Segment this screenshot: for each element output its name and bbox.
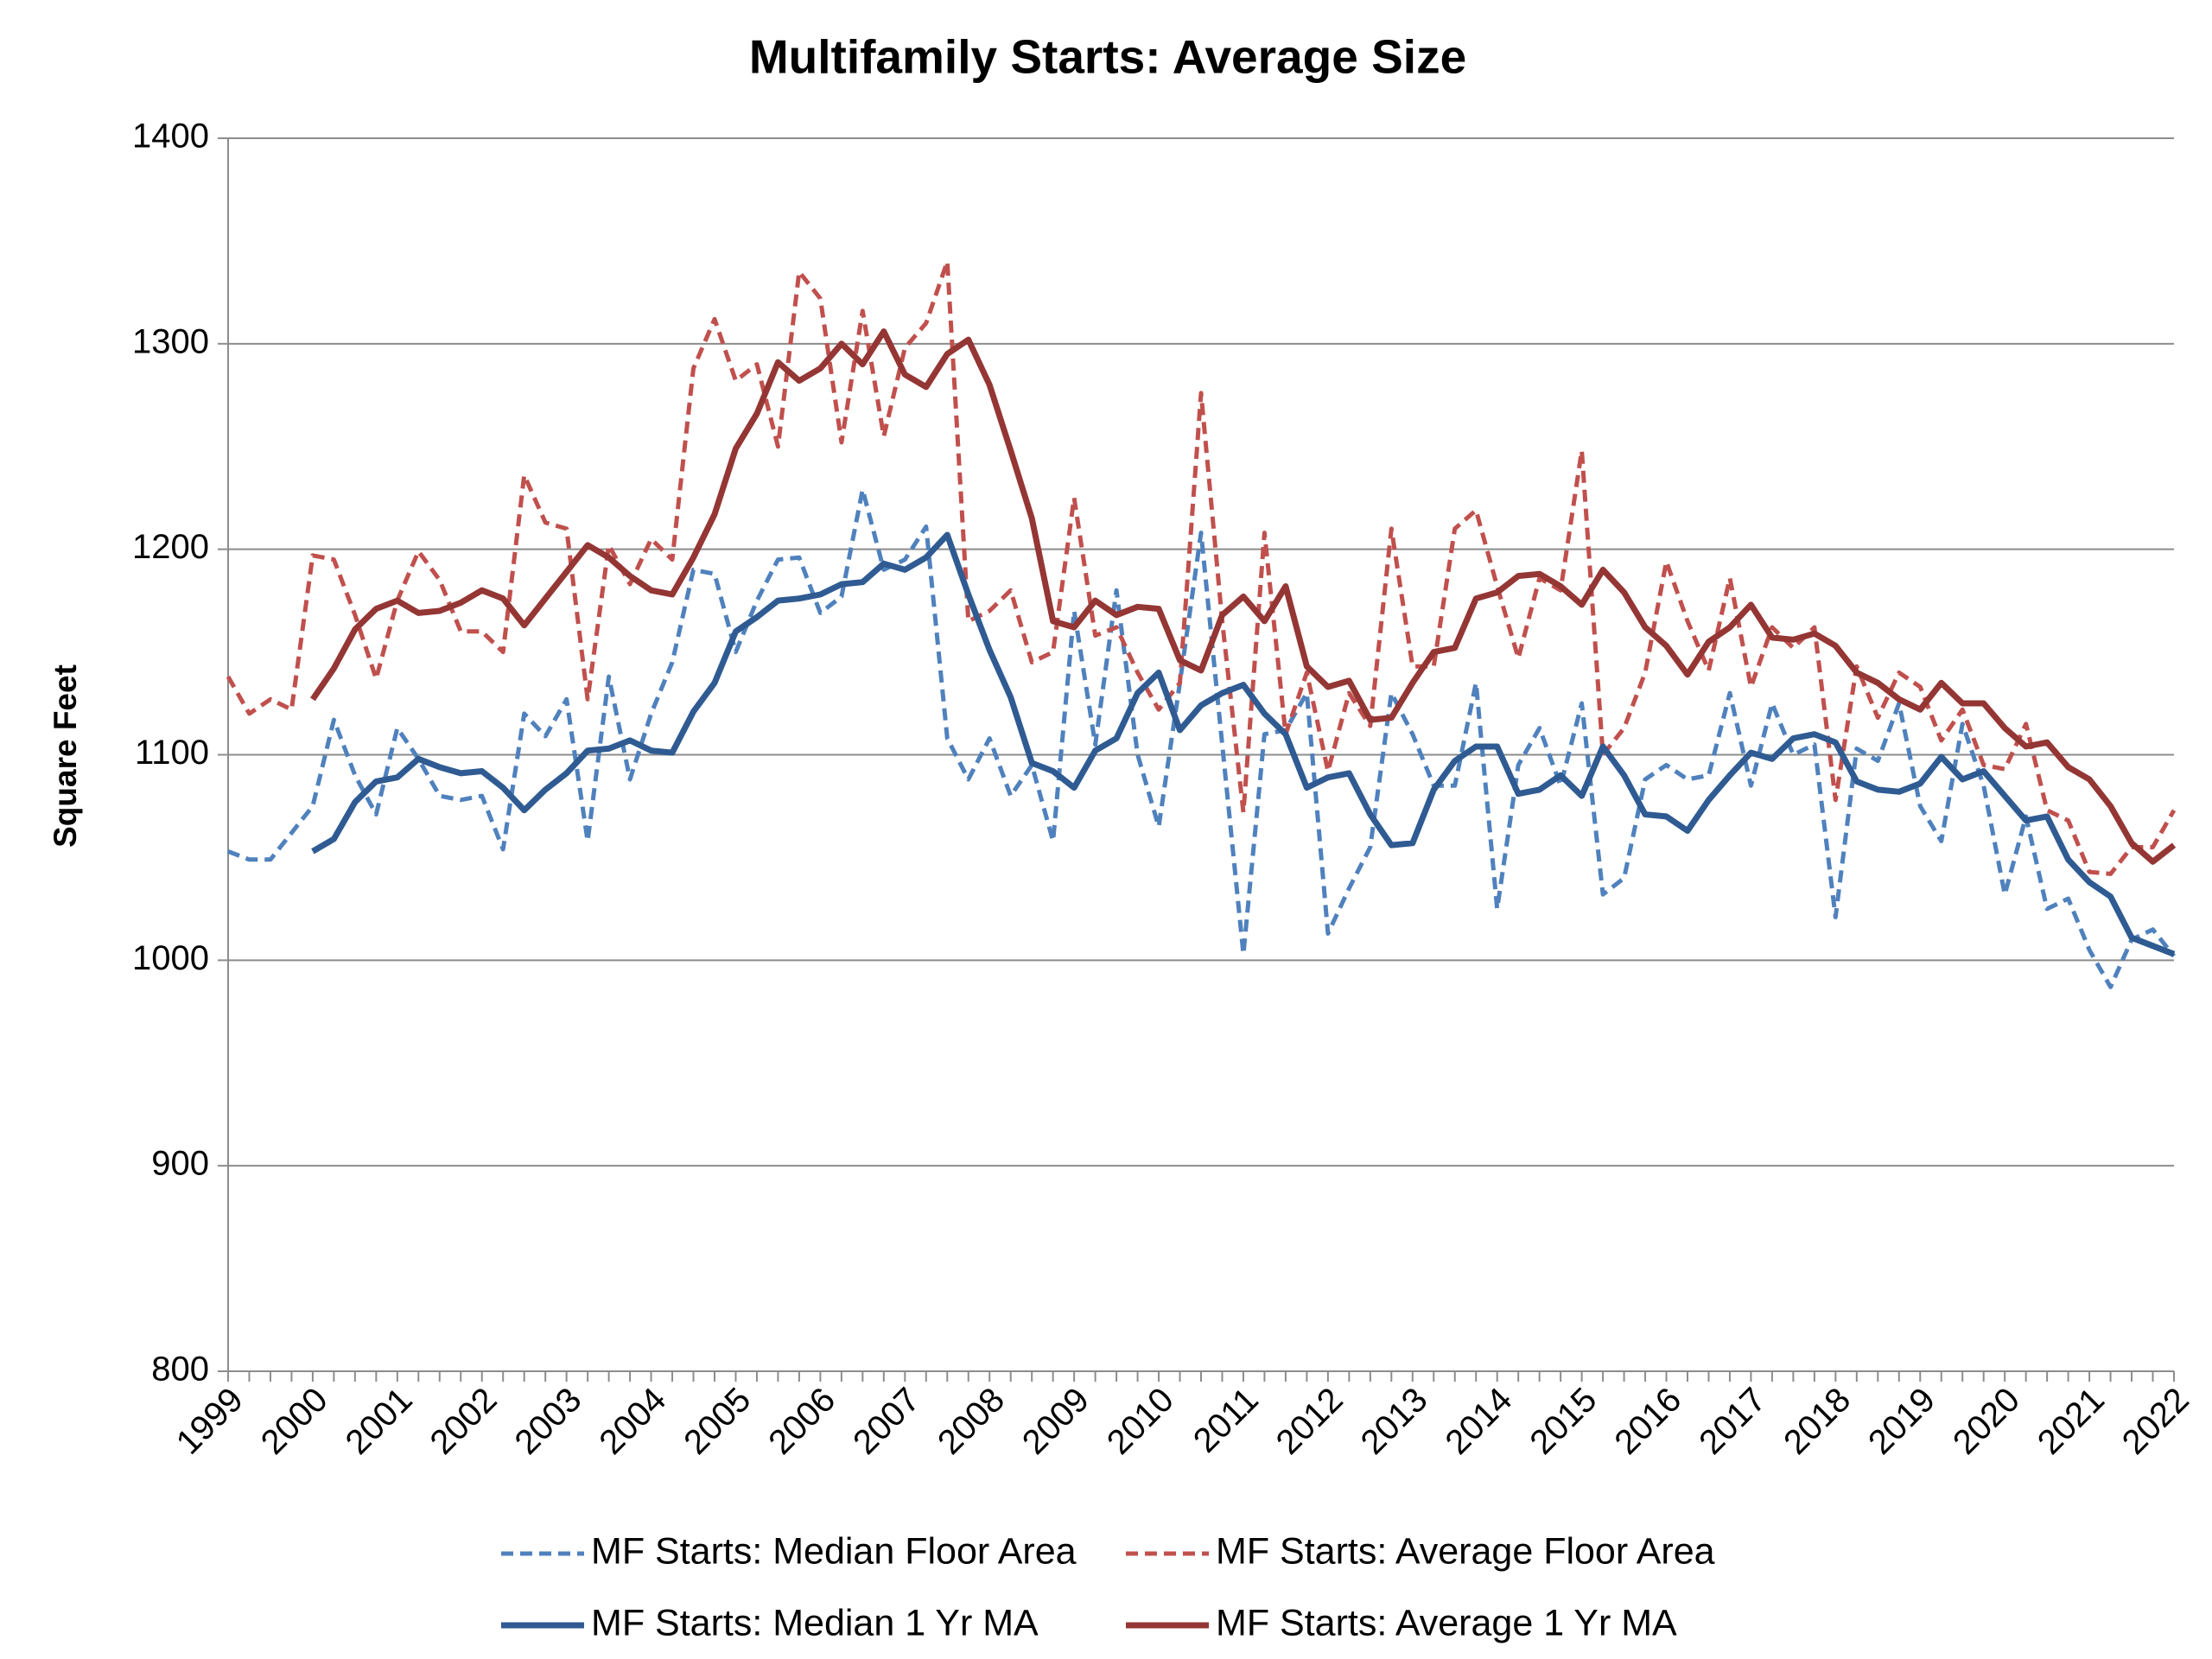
x-tick-label: 1999 — [169, 1381, 251, 1462]
x-tick-label: 2000 — [254, 1381, 335, 1462]
x-tick-label: 2017 — [1692, 1381, 1773, 1462]
y-axis-label: Square Feet — [48, 664, 83, 848]
legend-label: MF Starts: Median 1 Yr MA — [591, 1602, 1039, 1643]
y-tick-label: 800 — [151, 1351, 209, 1389]
x-tick-label: 2002 — [423, 1381, 505, 1462]
series-line — [227, 487, 2176, 989]
y-tick-label: 1000 — [132, 939, 209, 977]
x-tick-label: 2014 — [1438, 1381, 1519, 1462]
x-tick-label: 2016 — [1607, 1381, 1688, 1462]
chart-title: Multifamily Starts: Average Size — [749, 30, 1466, 84]
series-line — [226, 259, 2177, 876]
x-tick-label: 2020 — [1946, 1381, 2027, 1462]
x-tick-label: 2018 — [1777, 1381, 1858, 1462]
x-tick-label: 2011 — [1186, 1381, 1266, 1460]
x-tick-label: 2003 — [507, 1381, 588, 1462]
y-tick-label: 1400 — [132, 118, 209, 156]
x-tick-label: 2008 — [931, 1381, 1012, 1462]
x-tick-label: 2009 — [1015, 1381, 1096, 1462]
series-line — [311, 531, 2176, 957]
y-tick-label: 900 — [151, 1145, 209, 1183]
series-line — [310, 328, 2177, 865]
x-tick-label: 2005 — [677, 1381, 758, 1462]
x-tick-label: 2004 — [592, 1381, 673, 1462]
x-tick-label: 2007 — [846, 1381, 927, 1462]
x-tick-label: 2001 — [339, 1381, 420, 1462]
y-tick-label: 1300 — [132, 322, 209, 360]
y-tick-label: 1200 — [132, 528, 209, 566]
x-tick-label: 2013 — [1354, 1381, 1435, 1462]
x-tick-label: 2012 — [1269, 1381, 1351, 1462]
x-tick-label: 2019 — [1861, 1381, 1942, 1462]
legend-label: MF Starts: Average 1 Yr MA — [1216, 1602, 1677, 1643]
x-tick-label: 2006 — [761, 1381, 842, 1462]
x-tick-label: 2021 — [2031, 1381, 2112, 1462]
y-tick-label: 1100 — [135, 734, 209, 772]
legend-label: MF Starts: Average Floor Area — [1216, 1530, 1715, 1572]
x-tick-label: 2022 — [2115, 1381, 2196, 1462]
legend-label: MF Starts: Median Floor Area — [591, 1530, 1077, 1572]
x-tick-label: 2015 — [1522, 1381, 1604, 1462]
x-tick-label: 2010 — [1100, 1381, 1181, 1462]
